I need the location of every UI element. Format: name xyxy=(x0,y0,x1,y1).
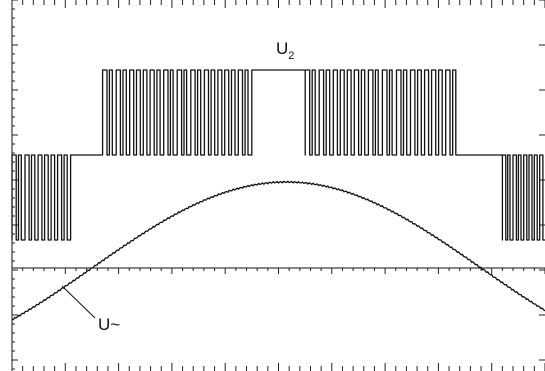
u-sine-leader-line xyxy=(61,285,96,319)
u-sine-trace xyxy=(11,180,545,321)
tick-marks xyxy=(11,0,545,371)
u-sine-label: U~ xyxy=(98,315,120,334)
u2-trace xyxy=(11,69,545,241)
u2-label: U2 xyxy=(276,39,294,62)
axes xyxy=(11,0,545,371)
